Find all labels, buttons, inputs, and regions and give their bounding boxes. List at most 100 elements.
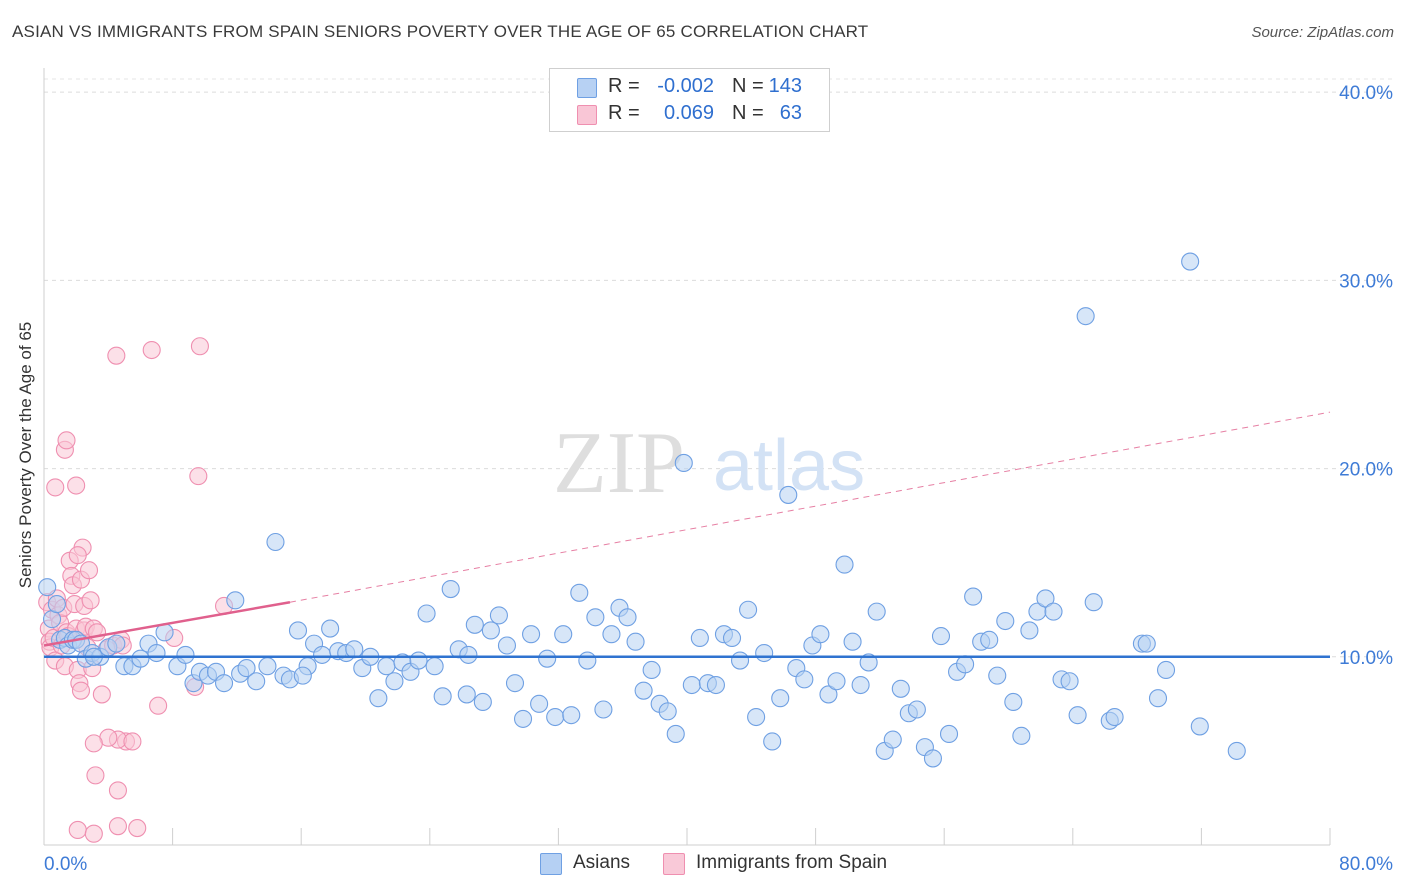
watermark: ZIP atlas: [553, 415, 865, 512]
data-point-asians: [1044, 602, 1063, 621]
legend-n-label: N =: [732, 102, 764, 124]
y-tick-label: 20.0%: [1339, 460, 1393, 481]
data-point-asians: [522, 625, 541, 644]
source-credit: Source: ZipAtlas.com: [1251, 24, 1394, 41]
y-tick-label: 10.0%: [1339, 648, 1393, 669]
data-point-asians: [258, 657, 277, 676]
data-point-asians: [473, 692, 492, 712]
data-point-asians: [176, 645, 195, 664]
data-point-asians: [1148, 689, 1168, 708]
data-point-spain: [84, 734, 103, 753]
data-point-asians: [1227, 741, 1246, 760]
data-point-spain: [128, 819, 147, 838]
data-point-asians: [755, 643, 774, 663]
data-point-asians: [409, 651, 428, 670]
data-point-asians: [843, 632, 862, 651]
data-point-asians: [867, 602, 886, 621]
data-point-asians: [634, 681, 653, 700]
data-point-asians: [747, 707, 766, 727]
data-point-asians: [835, 555, 854, 574]
data-point-spain: [107, 346, 126, 365]
data-point-spain: [68, 546, 87, 565]
data-point-asians: [538, 649, 557, 668]
legend-row-spain: R = 0.069 N = 63: [550, 101, 829, 127]
data-point-asians: [586, 608, 605, 627]
data-point-asians: [489, 606, 508, 625]
data-point-asians: [1036, 589, 1055, 608]
legend-n-value-asians: 143: [768, 75, 802, 97]
data-point-asians: [626, 632, 645, 651]
data-point-spain: [84, 824, 103, 843]
trend-line-spain-dashed: [289, 411, 1331, 603]
data-point-asians: [1137, 634, 1156, 653]
data-point-asians: [1004, 692, 1023, 712]
legend-r-label: R =: [608, 102, 640, 124]
data-point-asians: [226, 591, 245, 610]
data-point-asians: [980, 630, 999, 649]
data-point-asians: [964, 587, 983, 606]
data-point-asians: [497, 636, 517, 655]
data-point-asians: [554, 625, 573, 644]
data-point-spain: [81, 591, 100, 610]
data-point-spain: [79, 561, 99, 580]
legend-r-value-asians: -0.002: [657, 75, 714, 97]
data-point-asians: [1012, 726, 1031, 745]
data-point-asians: [674, 453, 693, 472]
tick-labels: 10.0% 20.0% 30.0% 40.0% 0.0% 80.0%: [44, 83, 1393, 875]
data-point-asians: [939, 724, 959, 744]
data-point-asians: [730, 651, 750, 670]
x-tick-label-min: 0.0%: [44, 854, 87, 875]
data-point-asians: [907, 700, 926, 719]
data-point-asians: [345, 640, 364, 659]
data-point-asians: [38, 578, 57, 597]
y-tick-label: 40.0%: [1339, 83, 1393, 104]
legend-n-label: N =: [732, 75, 764, 97]
data-point-asians: [47, 595, 66, 614]
data-point-asians: [996, 611, 1015, 631]
data-point-asians: [147, 643, 166, 663]
legend-r-label: R =: [608, 75, 640, 97]
data-point-asians: [1060, 672, 1079, 691]
data-point-spain: [86, 766, 105, 785]
data-point-spain: [123, 732, 142, 751]
data-point-asians: [594, 700, 613, 719]
y-axis-label: Seniors Poverty Over the Age of 65: [16, 321, 35, 589]
data-point-asians: [293, 666, 312, 685]
data-point-asians: [827, 672, 846, 691]
data-point-asians: [682, 675, 701, 695]
series-asians: [38, 252, 1246, 768]
data-point-asians: [369, 689, 388, 708]
correlation-legend: R = -0.002 N = 143 R = 0.069 N = 63: [549, 68, 830, 132]
data-point-asians: [602, 625, 621, 644]
data-point-asians: [505, 674, 525, 693]
data-point-asians: [288, 621, 308, 640]
data-point-spain: [142, 340, 161, 360]
data-point-spain: [108, 781, 127, 800]
data-point-asians: [859, 653, 878, 672]
bottom-legend-label-asians: Asians: [573, 852, 631, 873]
data-point-asians: [425, 657, 444, 676]
bottom-legend-label-spain: Immigrants from Spain: [696, 852, 888, 873]
bottom-legend-swatch-asians: [540, 853, 562, 875]
data-point-asians: [690, 628, 709, 648]
data-point-asians: [666, 724, 685, 744]
axes: [43, 68, 1331, 846]
data-point-asians: [513, 709, 533, 728]
data-point-asians: [570, 583, 589, 602]
data-point-asians: [321, 619, 340, 638]
data-point-asians: [1190, 717, 1209, 736]
legend-swatch-asians: [577, 78, 597, 98]
data-point-asians: [771, 689, 790, 708]
data-point-spain: [71, 681, 91, 700]
data-point-asians: [739, 600, 758, 619]
data-point-spain: [189, 467, 208, 486]
data-point-asians: [1105, 707, 1124, 727]
data-point-asians: [819, 685, 838, 704]
gridlines: [44, 78, 1392, 658]
y-tick-label: 30.0%: [1339, 271, 1393, 292]
data-point-asians: [441, 579, 460, 599]
data-point-asians: [131, 649, 150, 668]
data-point-asians: [237, 659, 256, 678]
data-point-asians: [562, 706, 581, 725]
